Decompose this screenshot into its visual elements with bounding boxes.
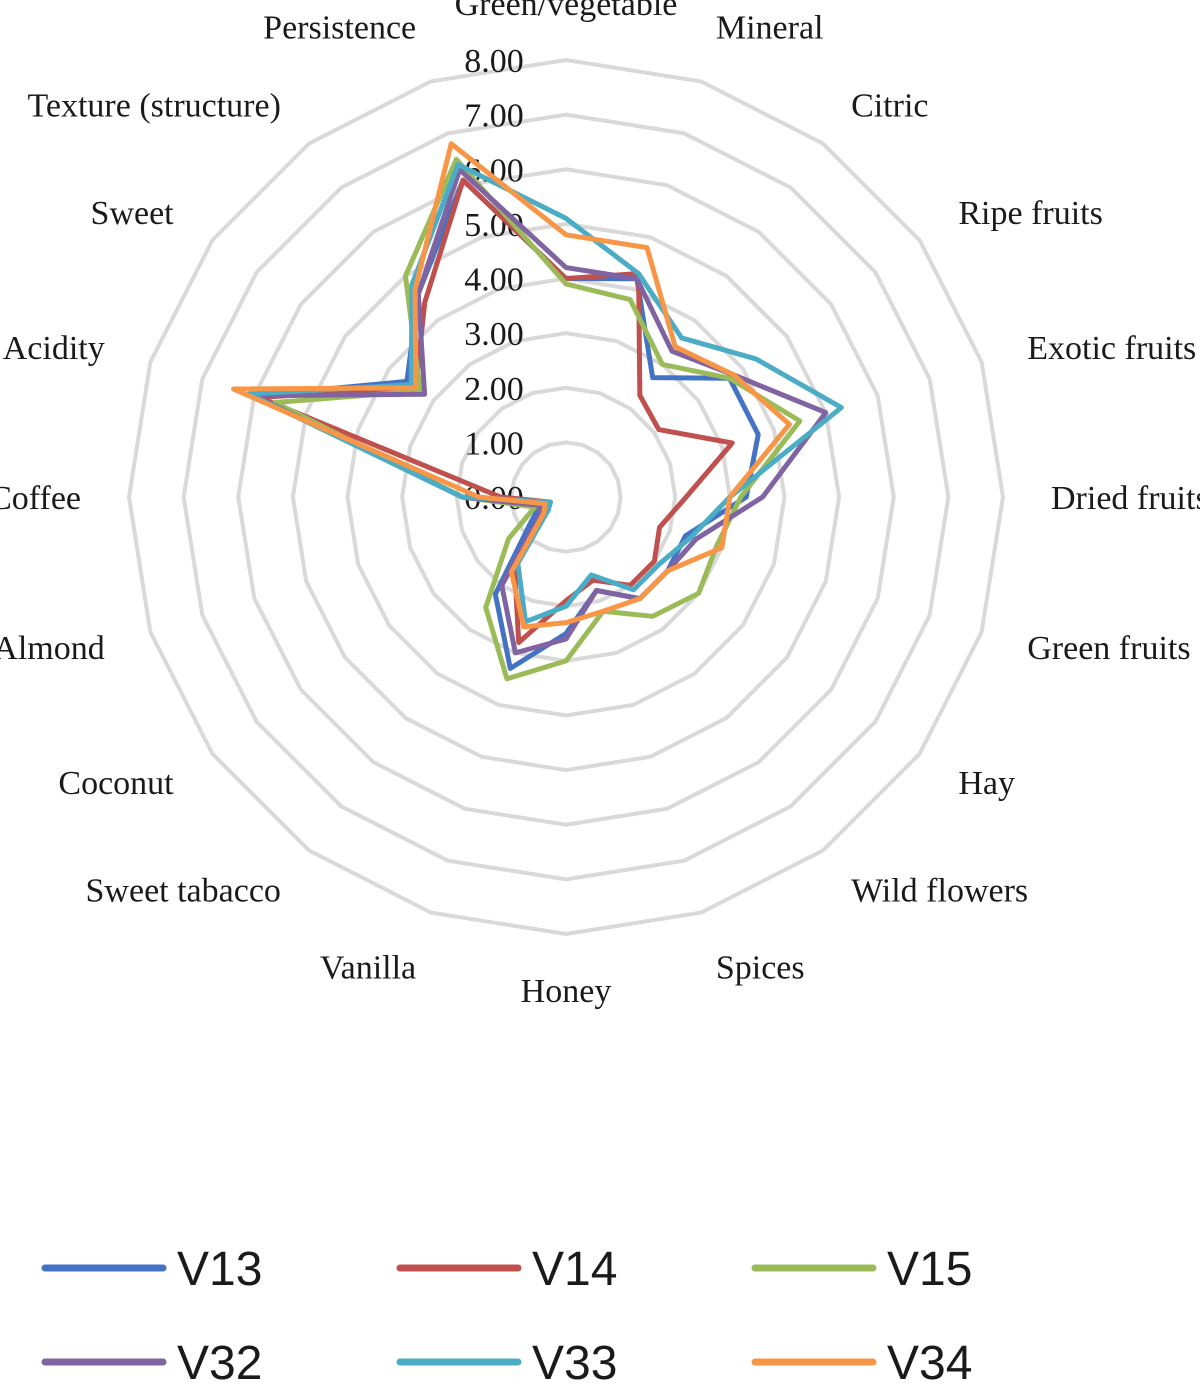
legend-label: V14	[532, 1243, 617, 1296]
axis-label: Wild flowers	[851, 872, 1028, 909]
tick-label: 8.00	[464, 43, 524, 80]
grid-ring	[290, 221, 842, 773]
axis-label: Coffee	[0, 480, 81, 517]
axis-label: Acidity	[3, 330, 105, 367]
axis-label: Mineral	[716, 10, 824, 47]
axis-label: Green/vegetable	[455, 0, 678, 23]
legend: V13 V14 V15 V32 V33 V34	[41, 1243, 972, 1388]
axis-label: Persistence	[263, 10, 416, 47]
legend-label: V13	[177, 1243, 262, 1296]
axis-label: Sweet	[91, 195, 175, 232]
legend-label: V33	[532, 1337, 617, 1388]
grid-ring	[181, 112, 951, 882]
axis-label: Almond	[0, 630, 105, 667]
series-lines	[231, 141, 844, 682]
axis-label: Green fruits	[1027, 630, 1190, 667]
axis-label: Spices	[716, 949, 805, 986]
radar-grid	[126, 57, 1006, 937]
category-axis-labels: Green/vegetable Mineral Citric Ripe fruits E…	[0, 0, 1200, 1010]
grid-ring	[400, 331, 732, 663]
axis-label: Honey	[521, 973, 612, 1010]
grid-ring	[509, 440, 623, 554]
series-line-v34	[231, 141, 792, 630]
axis-label: Sweet tabacco	[86, 872, 281, 909]
tick-label: 4.00	[464, 262, 524, 299]
axis-label: Hay	[958, 765, 1015, 802]
axis-label: Ripe fruits	[958, 195, 1102, 232]
axis-label: Citric	[851, 88, 928, 125]
series-line-v32	[251, 167, 829, 656]
grid-ring	[236, 167, 896, 827]
radial-tick-labels: 0.001.002.003.004.005.006.007.008.00	[464, 43, 524, 517]
axis-label: Texture (structure)	[27, 88, 280, 125]
axis-label: Vanilla	[320, 949, 416, 986]
legend-label: V15	[887, 1243, 972, 1296]
series-line-v14	[256, 177, 735, 645]
legend-label: V34	[887, 1337, 972, 1388]
legend-label: V32	[177, 1337, 262, 1388]
tick-label: 2.00	[464, 371, 524, 408]
grid-ring	[126, 57, 1006, 937]
axis-label: Exotic fruits	[1027, 330, 1196, 367]
axis-label: Dried fruits	[1051, 480, 1200, 517]
axis-label: Coconut	[58, 765, 174, 802]
tick-label: 3.00	[464, 316, 524, 353]
tick-label: 7.00	[464, 98, 524, 135]
tick-label: 1.00	[464, 425, 524, 462]
